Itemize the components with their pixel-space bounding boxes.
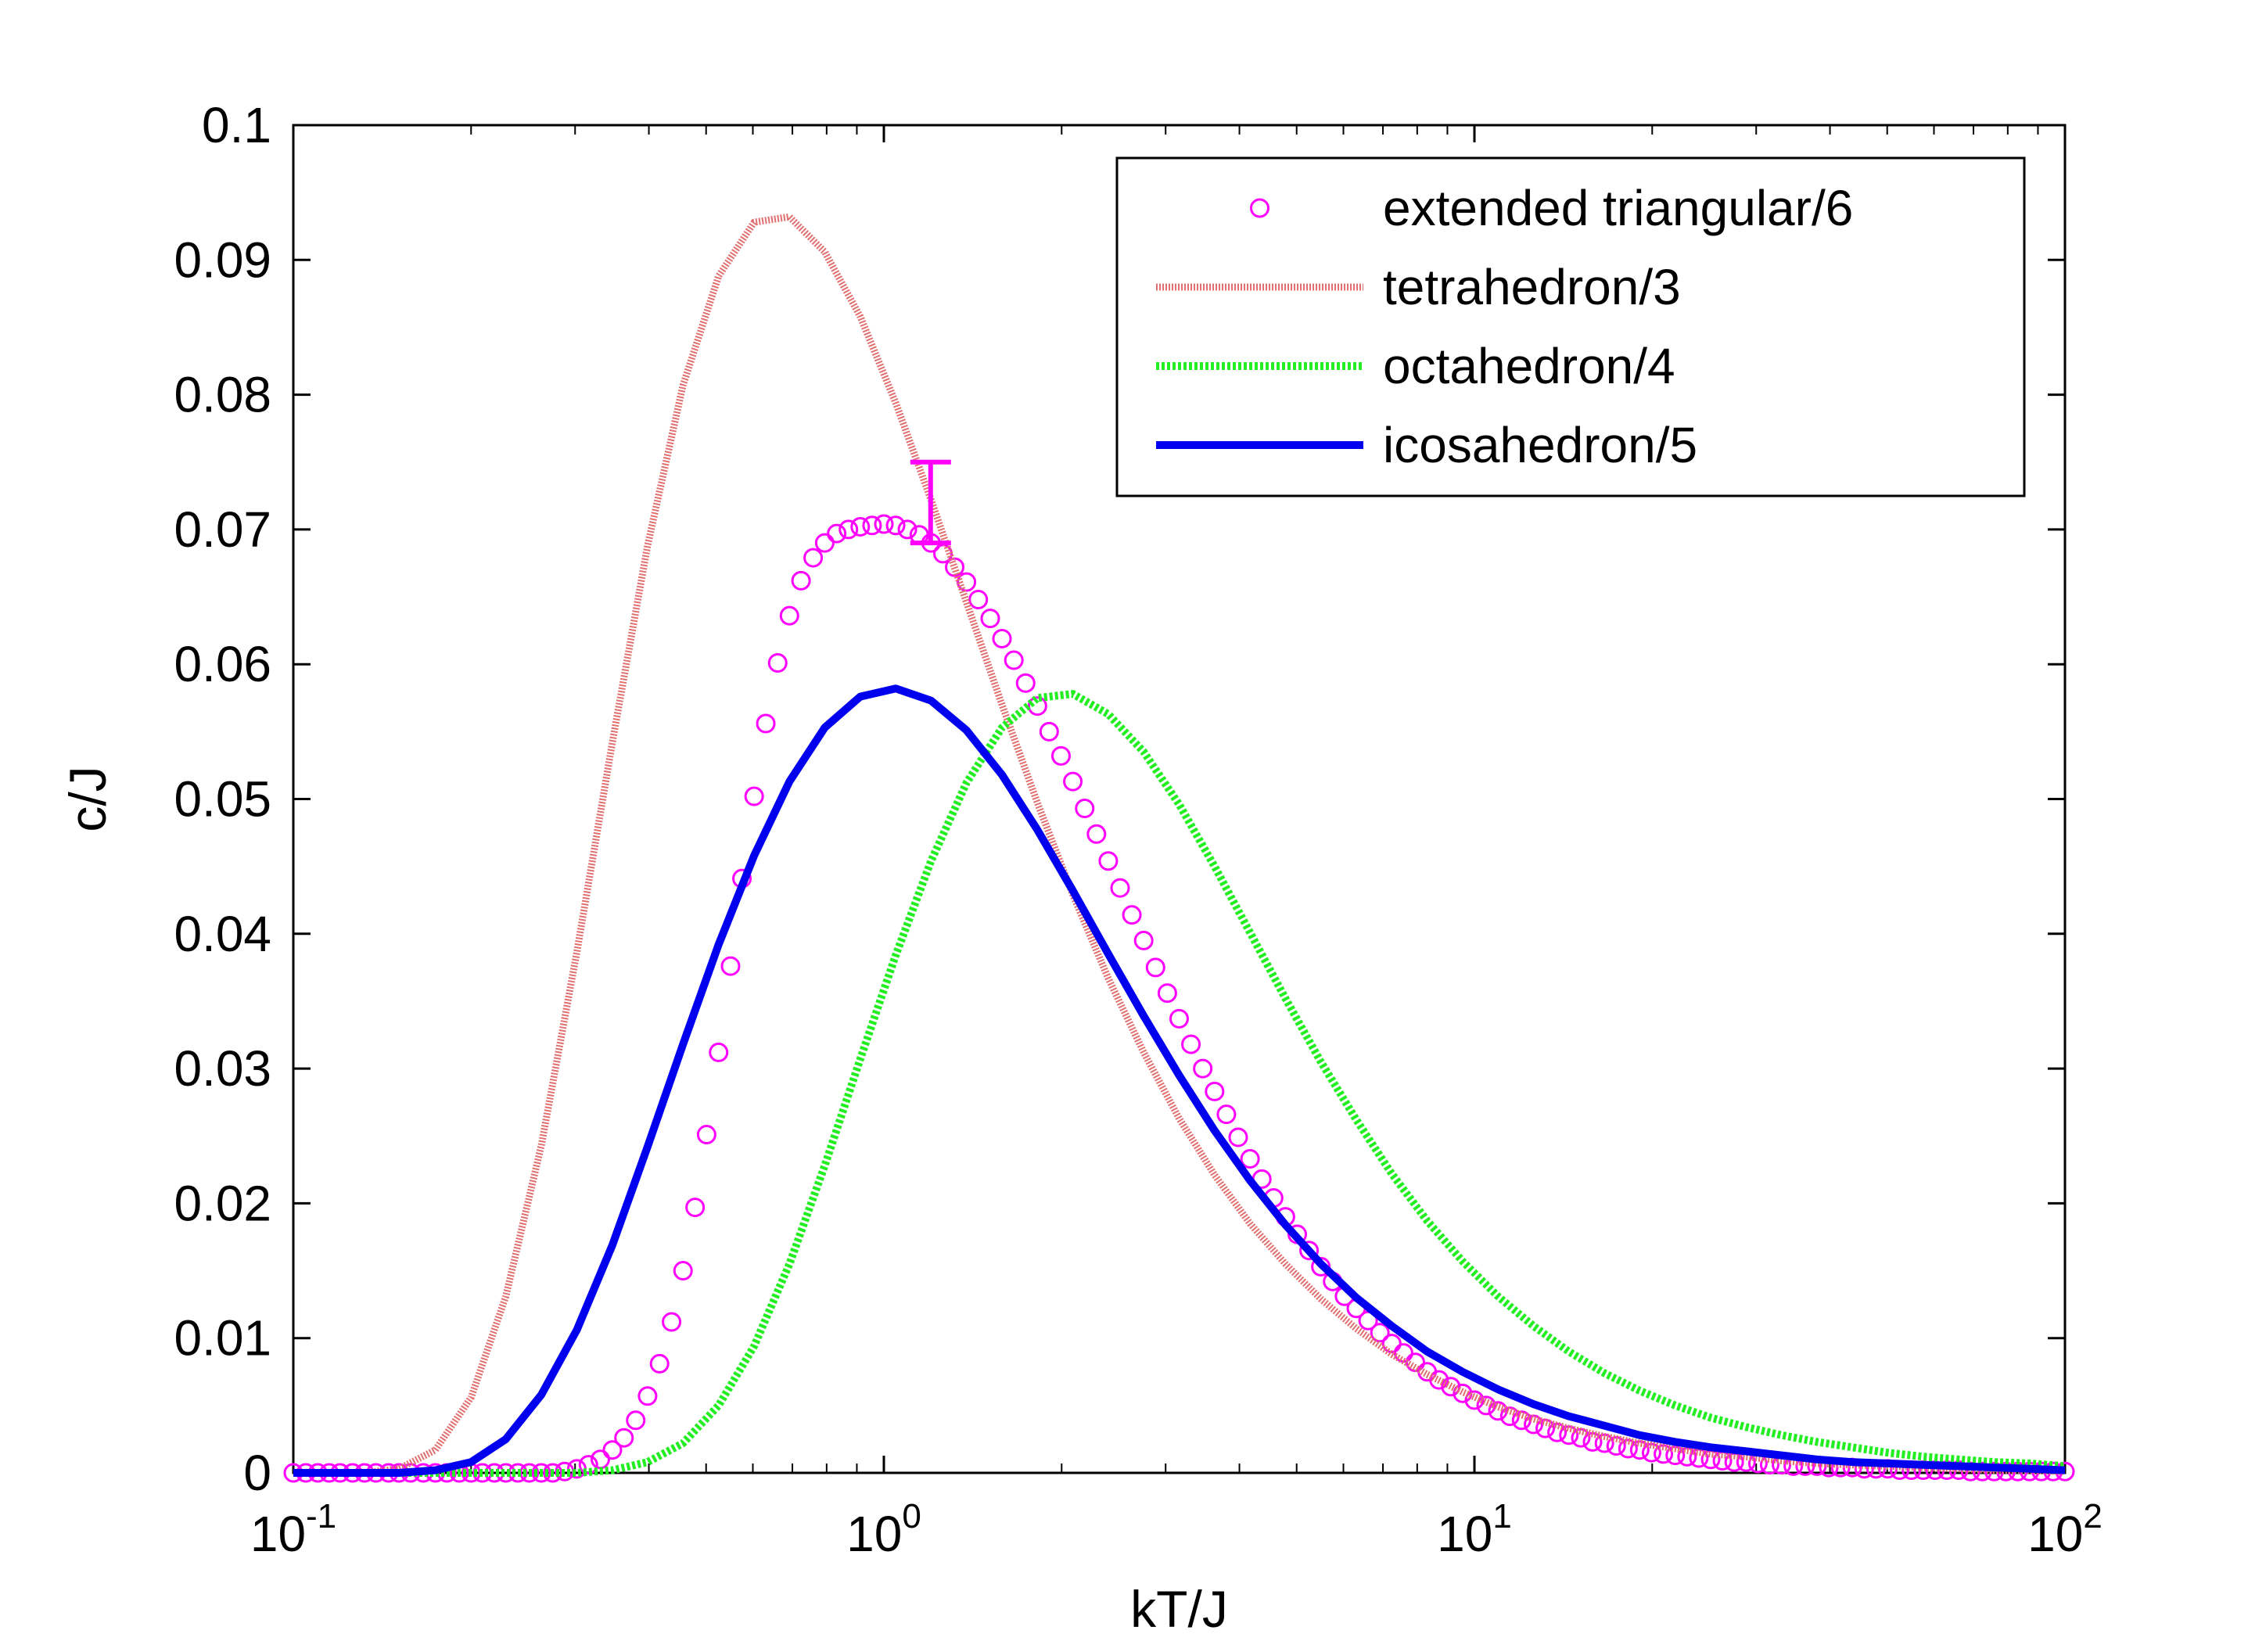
y-tick-label: 0.06 bbox=[174, 636, 271, 692]
y-tick-label: 0.03 bbox=[174, 1040, 271, 1097]
y-tick-label: 0.08 bbox=[174, 367, 271, 423]
y-tick-label: 0.07 bbox=[174, 501, 271, 558]
chart-figure: 0 0.01 0.02 0.03 0.04 0.05 0.06 0.07 0.08 0.09 0.1… bbox=[0, 0, 2248, 1652]
x-tick-base: 10 bbox=[250, 1506, 306, 1562]
legend-label: extended triangular/6 bbox=[1383, 180, 1853, 236]
y-tick-label: 0.09 bbox=[174, 232, 271, 288]
x-tick-exponent: -1 bbox=[306, 1497, 336, 1535]
legend-label: tetrahedron/3 bbox=[1383, 259, 1681, 315]
x-tick-base: 10 bbox=[1437, 1506, 1492, 1562]
y-axis-title: c/J bbox=[59, 766, 117, 831]
y-tick-label: 0.02 bbox=[174, 1175, 271, 1231]
x-axis-title: kT/J bbox=[1130, 1580, 1228, 1638]
y-tick-label: 0.05 bbox=[174, 771, 271, 828]
legend-label: octahedron/4 bbox=[1383, 338, 1675, 394]
y-tick-label: 0.04 bbox=[174, 906, 271, 962]
legend-label: icosahedron/5 bbox=[1383, 417, 1697, 473]
y-tick-label: 0.1 bbox=[202, 97, 271, 153]
legend: extended triangular/6 tetrahedron/3 octahe… bbox=[1117, 158, 2024, 496]
y-tick-label: 0.01 bbox=[174, 1310, 271, 1366]
x-tick-exponent: 1 bbox=[1492, 1497, 1511, 1535]
y-tick-label: 0 bbox=[243, 1445, 271, 1501]
x-tick-base: 10 bbox=[846, 1506, 902, 1562]
x-tick-base: 10 bbox=[2027, 1506, 2083, 1562]
x-tick-exponent: 2 bbox=[2083, 1497, 2102, 1535]
x-tick-exponent: 0 bbox=[902, 1497, 921, 1535]
